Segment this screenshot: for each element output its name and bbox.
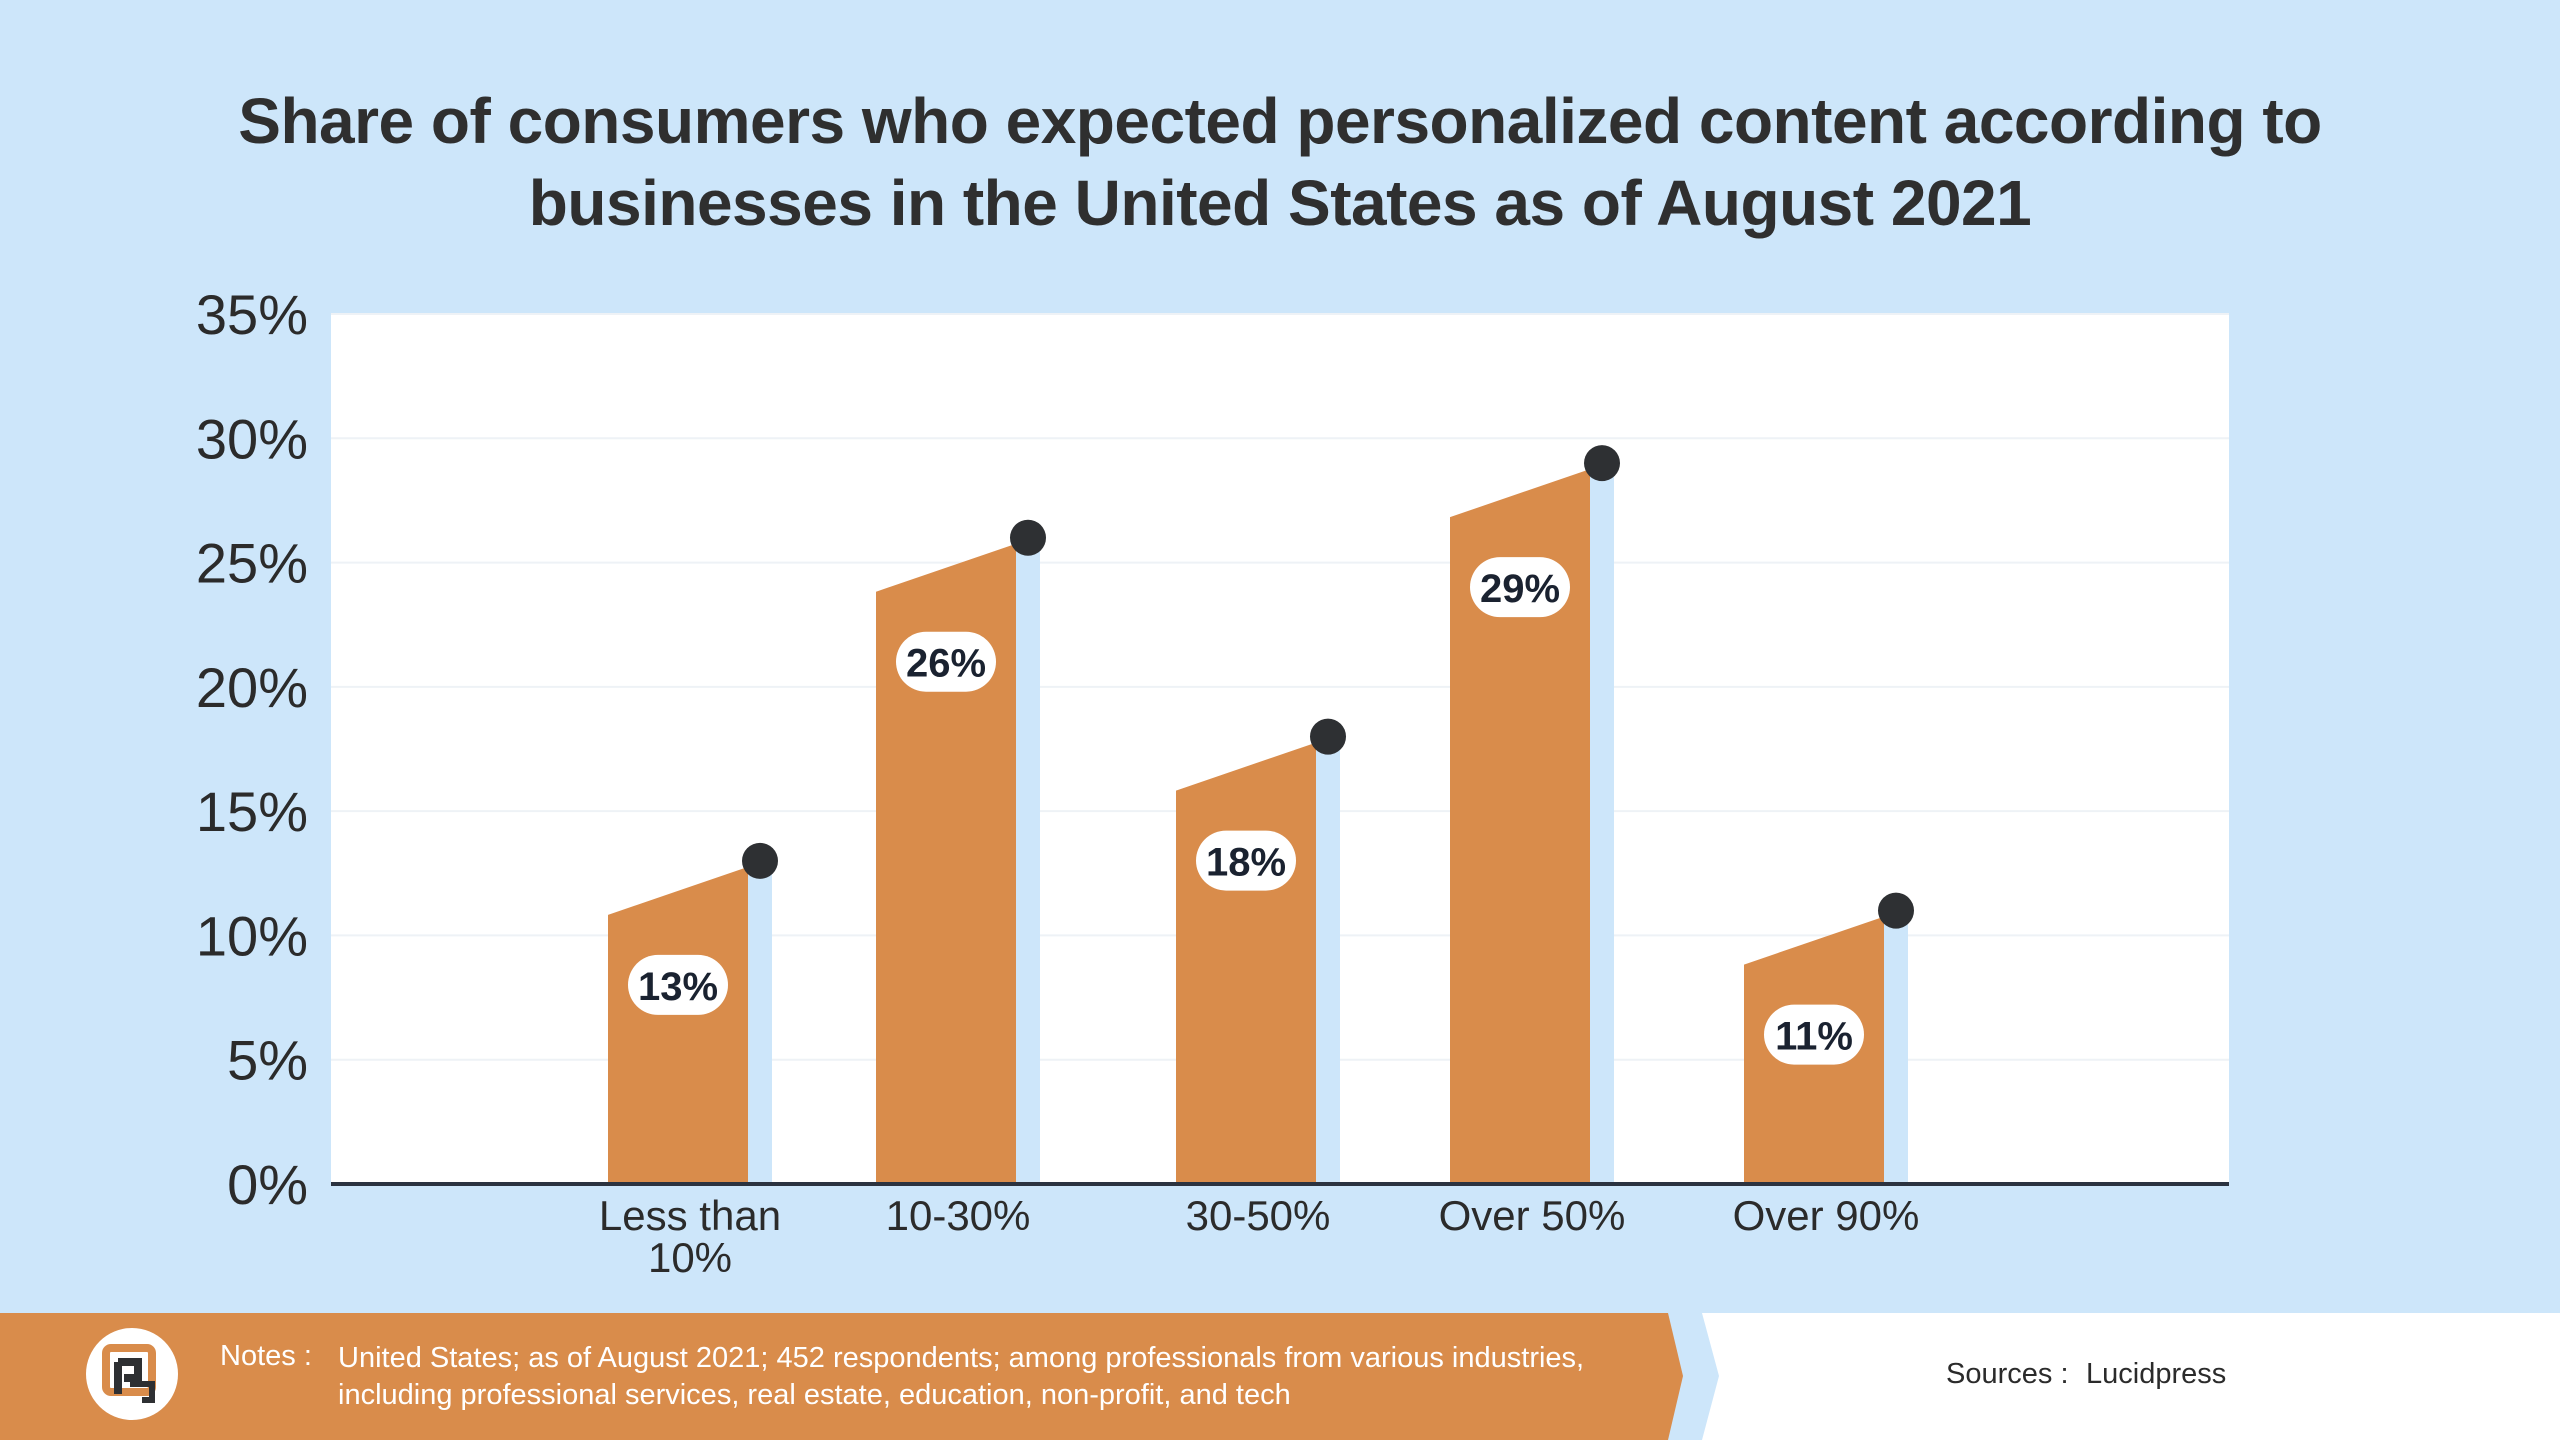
value-label: 13% (638, 965, 718, 1009)
x-tick-label: Over 50% (1439, 1192, 1626, 1239)
bars: 13% 26% 18% 29% 11% (608, 445, 1914, 1185)
footer-sources-band (1702, 1313, 2560, 1440)
bar-group: 11% (1744, 892, 1914, 1184)
bar-marker (1310, 718, 1346, 755)
bar (876, 543, 1016, 1184)
x-tick-label: 30-50% (1186, 1192, 1331, 1239)
bar-marker (742, 842, 778, 879)
bar-shadow (1314, 742, 1340, 1184)
brand-logo-icon (86, 1328, 178, 1420)
y-tick-label: 20% (196, 656, 308, 719)
chart-area: 0% 5% 10% 15% 20% 25% 30% 35% 13% 26% 18% 29% 11% L… (196, 283, 2229, 1281)
bar-shadow (1014, 543, 1040, 1184)
value-label-pill (1764, 1004, 1864, 1065)
value-label: 18% (1206, 841, 1286, 885)
sources-label: Sources : (1946, 1358, 2069, 1390)
bar-group: 18% (1176, 718, 1346, 1184)
bar-marker (1010, 519, 1046, 556)
value-label: 26% (906, 642, 986, 686)
bar (608, 866, 748, 1184)
bar-shadow (1588, 469, 1614, 1185)
y-axis-ticks: 0% 5% 10% 15% 20% 25% 30% 35% (196, 283, 308, 1216)
chart-title: Share of consumers who expected personal… (238, 85, 2322, 239)
x-tick-label: Over 90% (1733, 1192, 1920, 1239)
value-label-pill (1196, 830, 1296, 891)
value-label: 11% (1775, 1015, 1853, 1059)
y-tick-label: 5% (227, 1029, 308, 1092)
bar-shadow (1882, 916, 1908, 1184)
notes-text: United States; as of August 2021; 452 re… (338, 1342, 1585, 1411)
value-label: 29% (1480, 567, 1560, 611)
bar-group: 29% (1450, 445, 1620, 1185)
y-tick-label: 30% (196, 407, 308, 470)
bar (1450, 469, 1590, 1185)
bar-marker (1878, 892, 1914, 929)
x-tick-label: 10% (648, 1234, 732, 1281)
x-tick-label: Less than (599, 1192, 781, 1239)
bar-group: 26% (876, 519, 1046, 1184)
value-label-pill (1470, 557, 1570, 618)
notes-label: Notes : (220, 1340, 312, 1372)
x-tick-label: 10-30% (886, 1192, 1031, 1239)
bar-shadow (746, 866, 772, 1184)
bar-marker (1584, 445, 1620, 482)
y-tick-label: 35% (196, 283, 308, 346)
footer-notes-band (0, 1313, 1683, 1440)
sources-value: Lucidpress (2086, 1358, 2227, 1390)
y-tick-label: 10% (196, 904, 308, 967)
value-label-pill (628, 954, 728, 1015)
y-tick-label: 15% (196, 780, 308, 843)
y-tick-label: 25% (196, 532, 308, 595)
bar-group: 13% (608, 842, 778, 1184)
bar (1176, 742, 1316, 1184)
value-label-pill (896, 631, 996, 692)
y-tick-label: 0% (227, 1153, 308, 1216)
